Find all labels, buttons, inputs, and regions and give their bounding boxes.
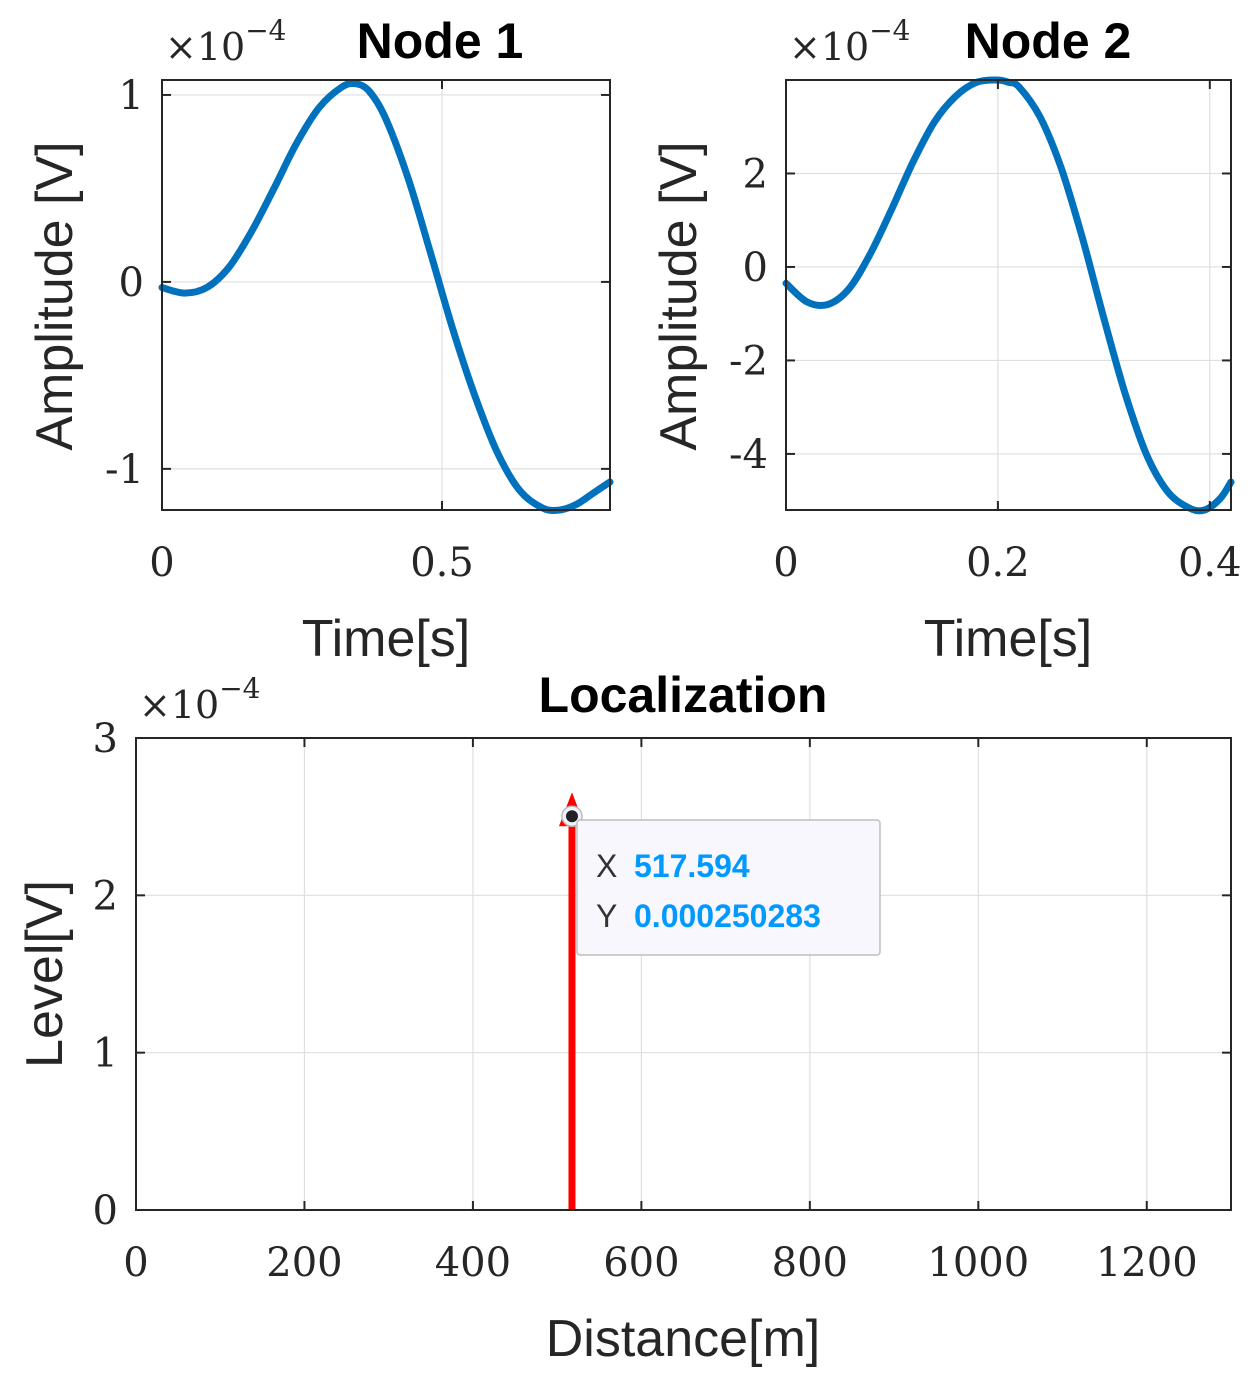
node2-ticks: 0 0.2 0.4 -4 -2 0 2 <box>729 80 1242 586</box>
localization-title: Localization <box>539 667 828 723</box>
localization-gridlines <box>135 737 1231 1211</box>
localization-axes: 0 200 400 600 800 1000 1200 0 1 2 3 Localization ×… <box>16 667 1232 1368</box>
localization-ticks: 0 200 400 600 800 1000 1200 0 1 2 3 <box>93 716 1231 1286</box>
localization-xtick-label: 600 <box>603 1240 679 1286</box>
node1-ytick-label: 1 <box>119 73 144 119</box>
node2-xtick-label: 0.2 <box>966 540 1030 586</box>
node1-xtick-label: 0 <box>149 540 174 586</box>
localization-xtick-label: 800 <box>772 1240 848 1286</box>
node1-xtick-label: 0.5 <box>410 540 474 586</box>
localization-xlabel: Distance[m] <box>546 1310 821 1368</box>
node2-ytick-label: 2 <box>743 151 768 197</box>
node1-ytick-label: -1 <box>105 447 144 493</box>
localization-ytick-label: 2 <box>93 873 118 919</box>
node1-series-line[interactable] <box>158 79 614 514</box>
node2-ytick-label: -4 <box>729 432 768 478</box>
node2-xtick-label: 0 <box>773 540 798 586</box>
node1-ylabel: Amplitude [V] <box>26 141 84 450</box>
datatip[interactable]: X 517.594 Y 0.000250283 <box>576 819 881 956</box>
localization-exponent: ×10−4 <box>139 672 260 727</box>
localization-ytick-label: 1 <box>93 1031 118 1077</box>
node1-axes-box <box>161 79 611 511</box>
node2-exponent: ×10−4 <box>789 14 910 69</box>
node2-ytick-label: -2 <box>729 338 768 384</box>
node2-xtick-label: 0.4 <box>1178 540 1242 586</box>
datatip-x-key: X <box>596 848 617 884</box>
node1-plot-area[interactable] <box>158 79 614 514</box>
node2-axes: 0 0.2 0.4 -4 -2 0 2 Node 2 ×10−4 Time[s] Ampli… <box>650 13 1242 668</box>
localization-xtick-label: 400 <box>435 1240 511 1286</box>
localization-xtick-label: 1000 <box>927 1240 1029 1286</box>
node2-gridlines <box>785 80 1231 510</box>
datatip-y-key: Y <box>596 898 617 934</box>
node1-axes: 0 0.5 -1 0 1 Node 1 ×10−4 Time[s] Amplitude … <box>26 13 614 668</box>
localization-xtick-label: 200 <box>266 1240 342 1286</box>
node1-title: Node 1 <box>357 13 524 69</box>
localization-ytick-label: 3 <box>93 716 118 762</box>
node2-plot-area[interactable] <box>782 76 1235 515</box>
localization-ylabel: Level[V] <box>16 880 74 1068</box>
node1-xlabel: Time[s] <box>302 610 471 668</box>
node1-gridlines <box>161 80 610 510</box>
datatip-x-value: 517.594 <box>634 848 750 884</box>
node2-ylabel: Amplitude [V] <box>650 141 708 450</box>
datatip-y-value: 0.000250283 <box>634 898 821 934</box>
node2-series-line[interactable] <box>782 76 1235 515</box>
localization-xtick-label: 0 <box>123 1240 148 1286</box>
node1-ticks: 0 0.5 -1 0 1 <box>105 73 610 586</box>
localization-ytick-label: 0 <box>93 1188 118 1234</box>
localization-axes-box <box>135 737 1232 1211</box>
node1-ytick-label: 0 <box>119 260 144 306</box>
node2-ytick-label: 0 <box>743 245 768 291</box>
localization-datatip-point[interactable] <box>565 810 578 823</box>
node2-axes-box <box>785 79 1232 511</box>
node2-title: Node 2 <box>965 13 1132 69</box>
localization-xtick-label: 1200 <box>1096 1240 1198 1286</box>
datatip-box <box>576 819 881 956</box>
node1-exponent: ×10−4 <box>165 14 286 69</box>
node2-xlabel: Time[s] <box>924 610 1093 668</box>
